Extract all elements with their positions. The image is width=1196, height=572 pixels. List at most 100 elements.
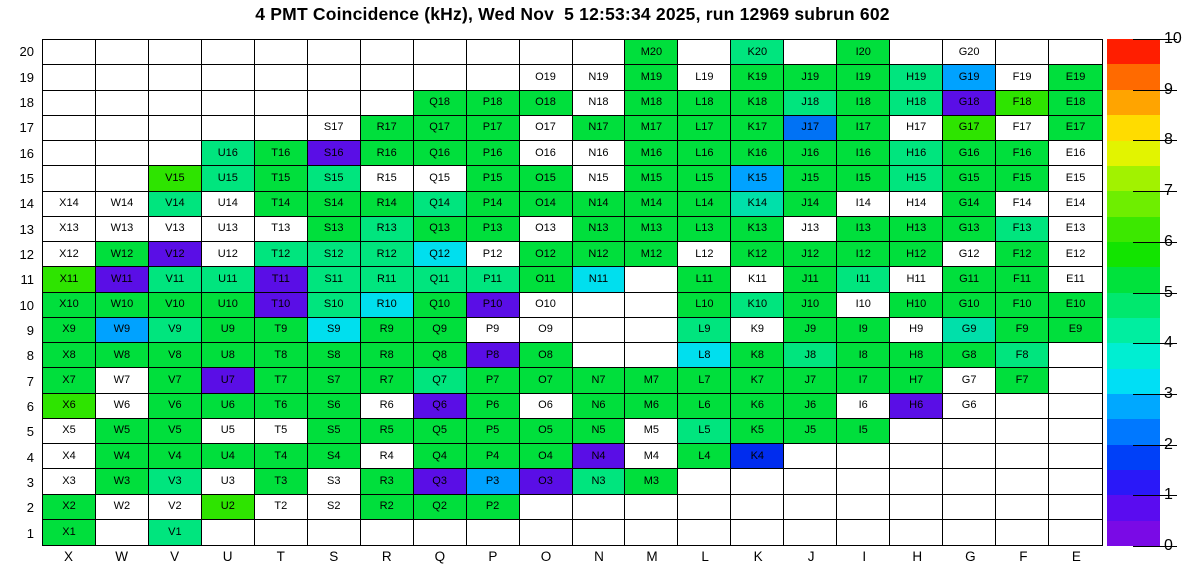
grid-cell: [307, 65, 361, 91]
grid-cell: Q16: [413, 141, 467, 167]
grid-cell: [1049, 469, 1102, 495]
grid-cell: R14: [360, 191, 414, 217]
grid-cell: [572, 343, 626, 369]
grid-cell: Q9: [413, 317, 467, 343]
grid-cell: [996, 40, 1050, 66]
grid-cell: J16: [784, 141, 838, 167]
grid-cell: U9: [201, 317, 255, 343]
grid-cell: [43, 40, 96, 66]
grid-cell: N11: [572, 267, 626, 293]
grid-cell: G12: [943, 242, 997, 268]
grid-cell: [148, 90, 202, 116]
grid-cell: X14: [43, 191, 96, 217]
grid-cell: Q17: [413, 115, 467, 141]
grid-cell: O18: [519, 90, 573, 116]
grid-cell: I6: [837, 393, 891, 419]
grid-cell: U3: [201, 469, 255, 495]
grid-cell: [360, 90, 414, 116]
grid-cell: H14: [890, 191, 944, 217]
colorbar-band: [1107, 115, 1160, 141]
grid-cell: [360, 40, 414, 66]
grid-cell: F15: [996, 166, 1050, 192]
grid-cell: G13: [943, 216, 997, 242]
colorbar-band: [1107, 343, 1160, 369]
colorbar-tick: [1133, 393, 1177, 395]
colorbar-band: [1107, 393, 1160, 420]
grid-cell: [360, 65, 414, 91]
grid-cell: M6: [625, 393, 679, 419]
grid-cell: [837, 469, 891, 495]
grid-cell: [731, 494, 785, 520]
grid-cell: P18: [466, 90, 520, 116]
grid-cell: O6: [519, 393, 573, 419]
row-axis-label: 17: [19, 120, 34, 136]
grid-cell: X12: [43, 242, 96, 268]
grid-cell: J7: [784, 368, 838, 394]
grid-cell: M4: [625, 444, 679, 470]
grid-cell: [254, 115, 308, 141]
grid-cell: S5: [307, 418, 361, 444]
grid-cell: [784, 469, 838, 495]
colorbar-band: [1107, 495, 1160, 521]
grid-cell: M15: [625, 166, 679, 192]
grid-cell: L13: [678, 216, 732, 242]
grid-cell: J9: [784, 317, 838, 343]
grid-cell: H16: [890, 141, 944, 167]
grid-cell: H18: [890, 90, 944, 116]
grid-cell: [201, 65, 255, 91]
grid-cell: P17: [466, 115, 520, 141]
colorbar-tick-label: 8: [1164, 131, 1173, 149]
grid-cell: H19: [890, 65, 944, 91]
grid-cell: I12: [837, 242, 891, 268]
grid-cell: Q5: [413, 418, 467, 444]
grid-cell: [201, 115, 255, 141]
grid-cell: [95, 40, 149, 66]
grid-cell: J19: [784, 65, 838, 91]
grid-cell: F18: [996, 90, 1050, 116]
grid-cell: K8: [731, 343, 785, 369]
grid-cell: K16: [731, 141, 785, 167]
colorbar-tick: [1133, 191, 1177, 193]
grid-cell: W3: [95, 469, 149, 495]
grid-cell: [996, 519, 1050, 545]
grid-cell: [1049, 40, 1102, 66]
grid-cell: [201, 519, 255, 545]
col-axis-label: E: [1071, 549, 1081, 564]
heatmap-grid: M20 K20 I20 G20 O19 N19 M19 L19 K19 J19 I19 H19 G19 F…: [42, 39, 1103, 546]
colorbar-band: [1107, 140, 1160, 166]
grid-cell: [519, 40, 573, 66]
grid-cell: [43, 65, 96, 91]
grid-cell: M19: [625, 65, 679, 91]
colorbar: [1107, 39, 1160, 546]
colorbar-band: [1107, 317, 1160, 344]
col-axis-label: P: [488, 549, 498, 564]
grid-cell: I8: [837, 343, 891, 369]
grid-cell: V1: [148, 519, 202, 545]
grid-cell: [943, 519, 997, 545]
colorbar-tick-label: 3: [1164, 384, 1173, 402]
grid-cell: U13: [201, 216, 255, 242]
grid-cell: E17: [1049, 115, 1102, 141]
grid-cell: O13: [519, 216, 573, 242]
row-axis-label: 7: [26, 373, 34, 389]
grid-cell: T7: [254, 368, 308, 394]
grid-cell: M16: [625, 141, 679, 167]
grid-cell: L7: [678, 368, 732, 394]
grid-cell: H10: [890, 292, 944, 318]
grid-cell: [254, 90, 308, 116]
grid-cell: R7: [360, 368, 414, 394]
grid-cell: N4: [572, 444, 626, 470]
grid-cell: W8: [95, 343, 149, 369]
grid-cell: [413, 65, 467, 91]
grid-cell: M3: [625, 469, 679, 495]
grid-cell: F17: [996, 115, 1050, 141]
grid-cell: [148, 65, 202, 91]
grid-cell: E19: [1049, 65, 1102, 91]
grid-cell: [625, 292, 679, 318]
grid-cell: K4: [731, 444, 785, 470]
grid-cell: T8: [254, 343, 308, 369]
grid-cell: G15: [943, 166, 997, 192]
row-axis-label: 13: [19, 221, 34, 237]
grid-cell: P11: [466, 267, 520, 293]
grid-cell: F19: [996, 65, 1050, 91]
